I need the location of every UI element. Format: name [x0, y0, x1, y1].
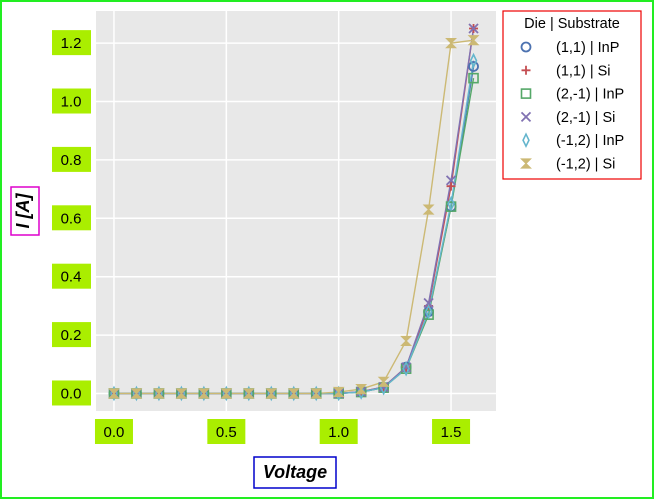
data-point — [447, 195, 455, 212]
y-tick-label: 0.8 — [61, 152, 82, 169]
y-tick-label-box — [52, 88, 91, 114]
y-tick-label-box — [52, 380, 91, 406]
data-point — [355, 384, 368, 395]
plot-area — [96, 11, 496, 411]
data-point — [423, 297, 434, 309]
x-tick-label-box — [432, 419, 471, 444]
y-tick-label: 0.4 — [61, 269, 82, 286]
data-point — [445, 38, 458, 49]
y-tick-label: 0.0 — [61, 385, 82, 402]
data-point — [287, 388, 300, 399]
y-axis-label: I [A] — [13, 193, 33, 229]
data-point — [152, 388, 165, 399]
data-point — [468, 72, 479, 84]
data-point — [197, 388, 210, 399]
data-point — [175, 388, 188, 399]
x-axis-label: Voltage — [263, 462, 327, 482]
data-point — [400, 335, 413, 347]
data-point — [467, 35, 480, 46]
legend-title: Die | Substrate — [524, 16, 620, 32]
y-tick-label: 0.6 — [61, 210, 82, 227]
legend-box — [502, 10, 642, 180]
y-tick-label: 1.0 — [61, 94, 82, 111]
y-tick-label-box — [52, 322, 91, 348]
y-tick-label: 0.2 — [61, 327, 82, 344]
legend: Die | Substrate (1,1) | InP (1,1) | Si (2,… — [502, 10, 642, 180]
series-layer — [108, 23, 480, 402]
legend-entry-label: (-1,2) | Si — [556, 157, 615, 173]
x-tick-label-box — [319, 419, 358, 444]
y-tick-label-box — [52, 263, 91, 289]
y-tick-label: 1.2 — [61, 35, 82, 52]
y-tick-label-box — [52, 30, 91, 56]
legend-marker-icon — [520, 158, 532, 169]
data-point — [422, 204, 435, 215]
x-tick-label: 1.5 — [441, 424, 462, 441]
data-point — [468, 23, 479, 34]
x-tick-label: 1.0 — [328, 424, 349, 441]
x-tick-label-box — [207, 419, 246, 444]
x-tick-label: 0.5 — [216, 424, 237, 441]
y-tick-label-box — [52, 205, 91, 231]
data-point — [130, 388, 143, 399]
y-axis-label-box — [10, 186, 40, 236]
legend-entry-label: (2,-1) | InP — [556, 87, 624, 103]
legend-marker-icon — [520, 111, 532, 123]
data-point — [310, 388, 323, 399]
data-point — [334, 385, 343, 402]
data-point — [220, 388, 233, 399]
data-point — [265, 388, 278, 399]
x-axis-label-box — [253, 456, 337, 489]
y-tick-labels: 0.0 0.2 0.4 0.6 0.8 1.0 1.2 — [52, 30, 91, 406]
data-point — [402, 360, 410, 377]
legend-marker-icon — [522, 132, 530, 149]
legend-marker-icon — [520, 41, 532, 53]
data-point — [446, 181, 456, 191]
y-tick-label-box — [52, 146, 91, 172]
legend-marker-icon — [520, 88, 532, 99]
data-point — [377, 376, 390, 387]
data-point — [469, 52, 478, 69]
x-tick-label: 0.0 — [104, 424, 125, 441]
data-point — [445, 175, 457, 186]
legend-marker-icon — [521, 65, 531, 75]
x-tick-label-box — [94, 419, 133, 444]
data-point — [108, 388, 120, 399]
legend-entry-label: (1,1) | Si — [556, 63, 611, 79]
data-point — [424, 303, 433, 320]
legend-entry-label: (1,1) | InP — [556, 40, 619, 56]
data-point — [242, 388, 255, 399]
data-point — [468, 61, 479, 72]
data-point — [357, 384, 365, 400]
x-tick-labels: 0.0 0.5 1.0 1.5 — [94, 419, 471, 444]
legend-entry-label: (2,-1) | Si — [556, 110, 615, 126]
legend-entry-label: (-1,2) | InP — [556, 133, 624, 149]
data-point — [332, 386, 345, 398]
